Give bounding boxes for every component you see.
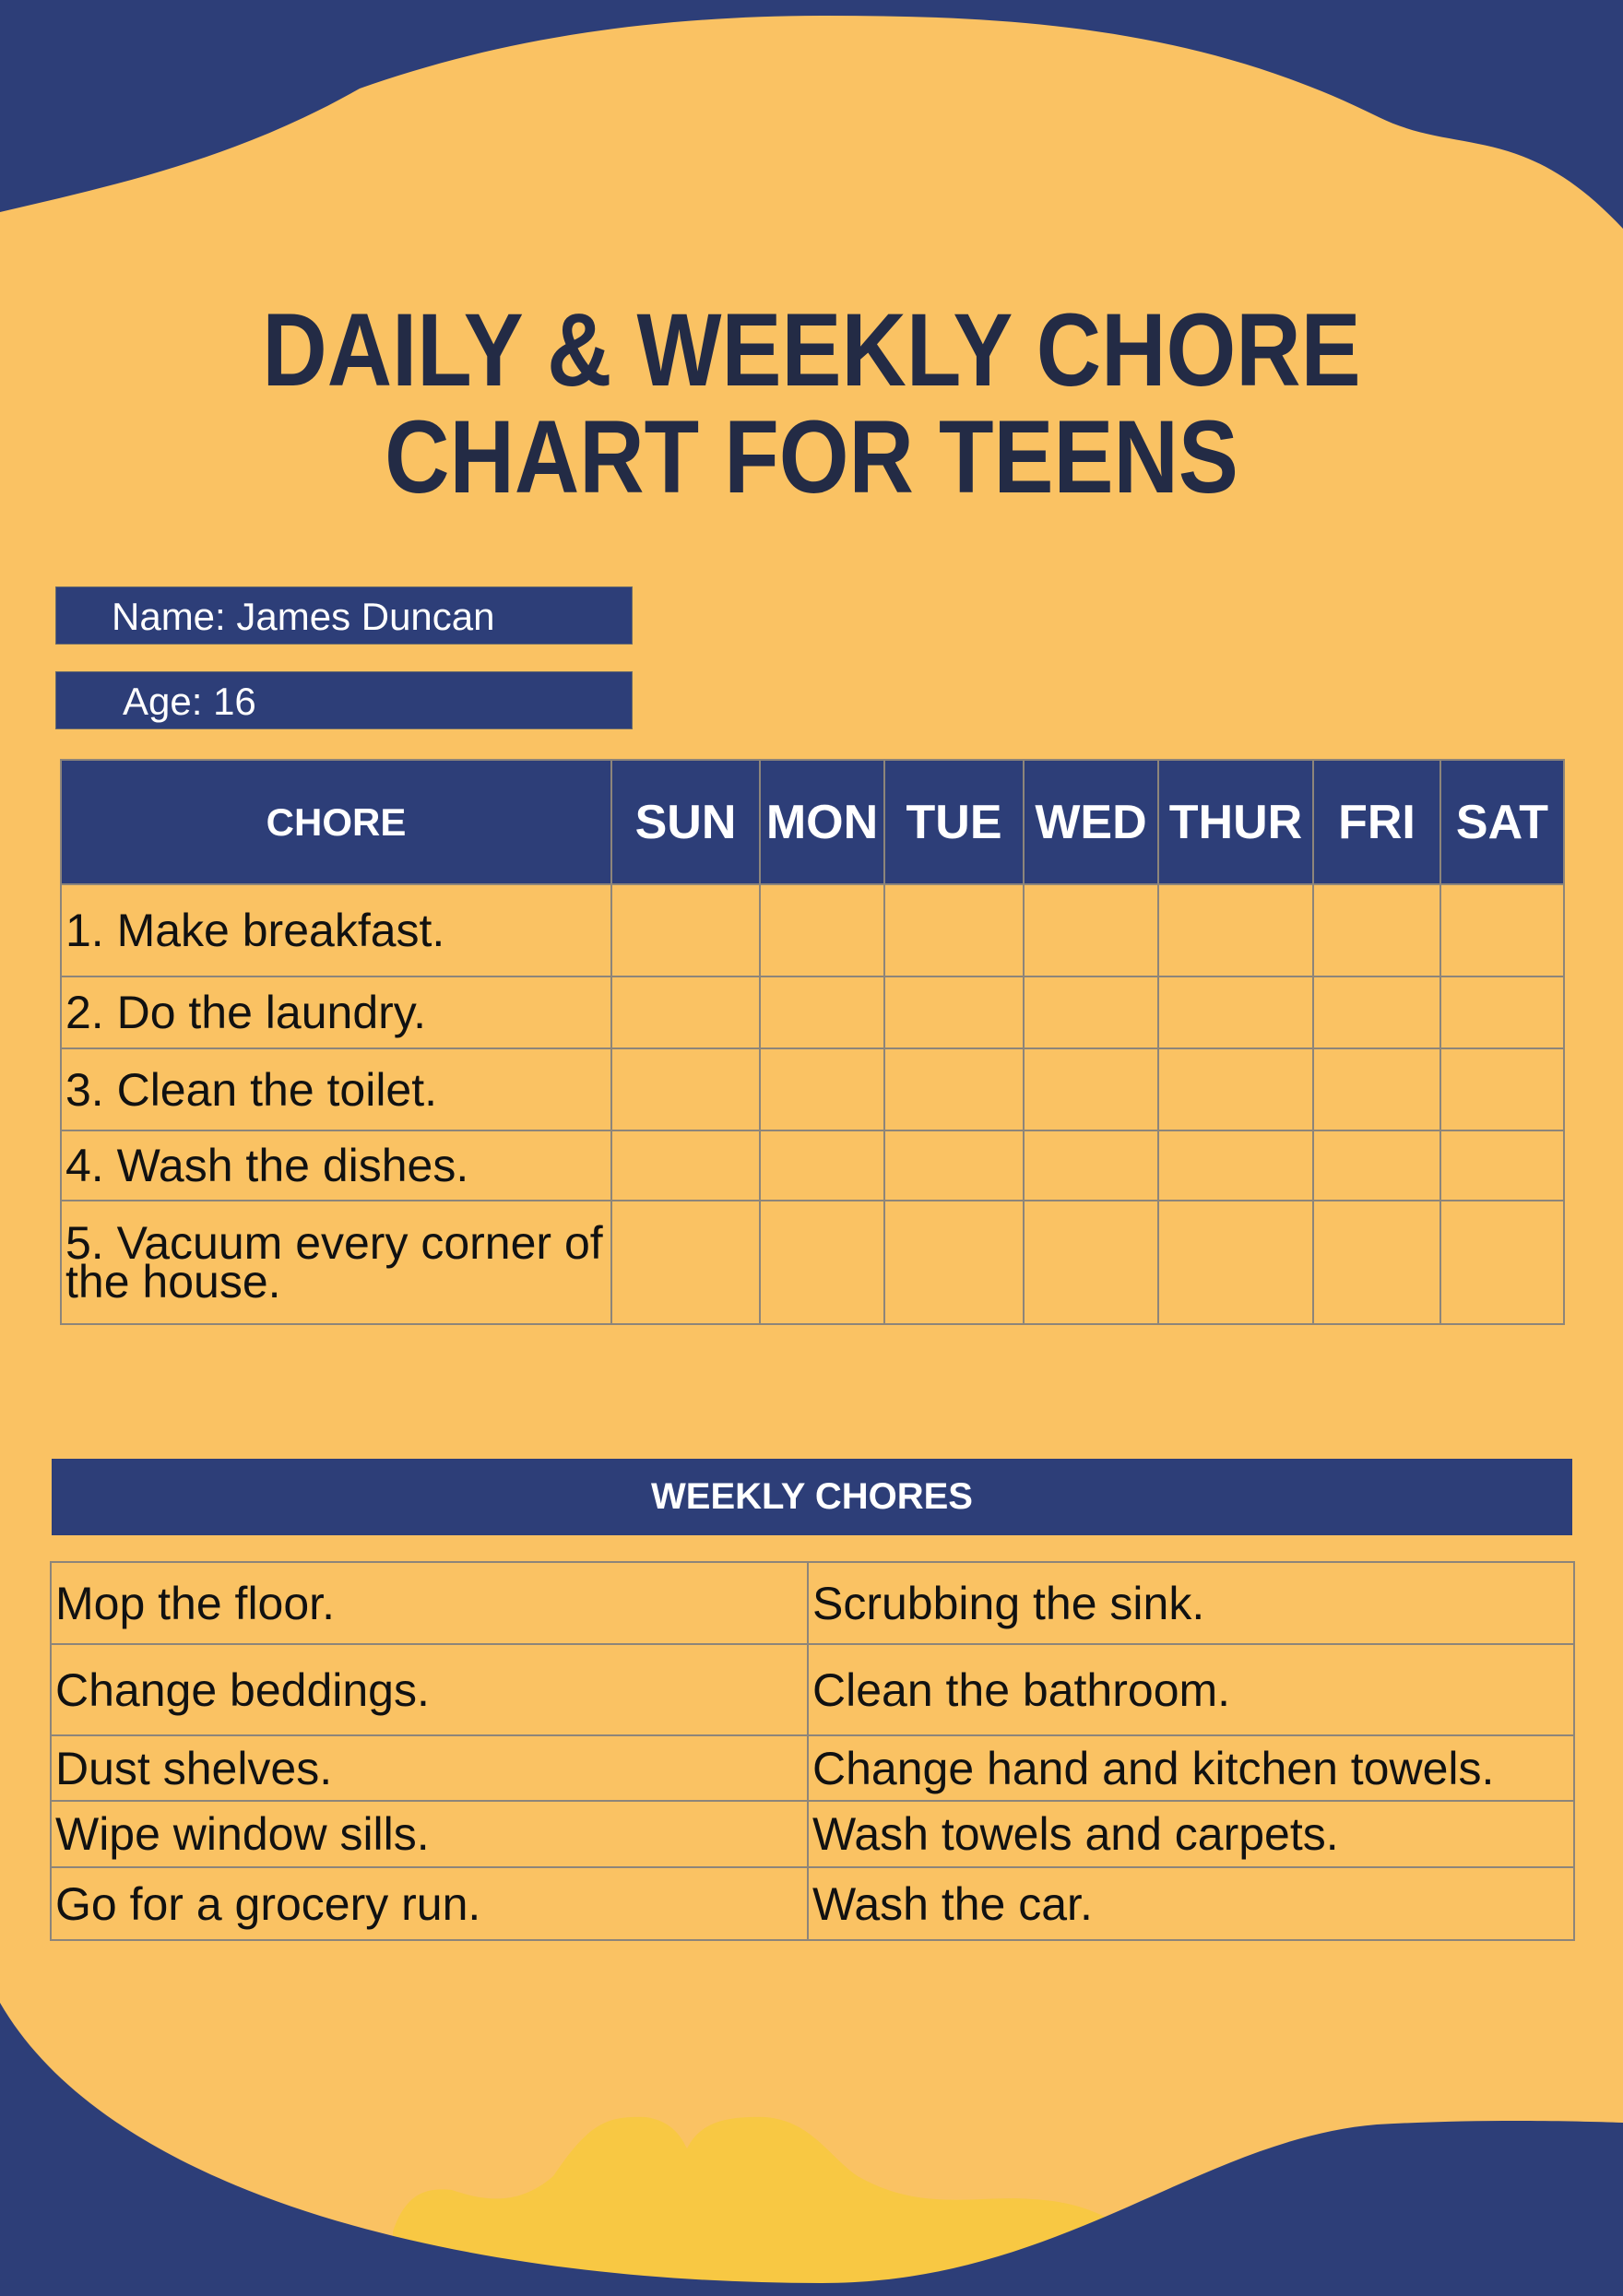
- header-tue: TUE: [883, 759, 1025, 885]
- weekly-chore: Dust shelves.: [50, 1734, 809, 1802]
- checkbox-cell-sun[interactable]: [610, 1200, 761, 1325]
- checkbox-cell-wed[interactable]: [1023, 1200, 1159, 1325]
- checkbox-cell-sat[interactable]: [1439, 1130, 1565, 1201]
- checkbox-cell-fri[interactable]: [1312, 1047, 1441, 1131]
- checkbox-cell-fri[interactable]: [1312, 883, 1441, 977]
- checkbox-cell-sat[interactable]: [1439, 883, 1565, 977]
- checkbox-cell-sat[interactable]: [1439, 1047, 1565, 1131]
- chore-name: 4. Wash the dishes.: [60, 1130, 612, 1201]
- checkbox-cell-tue[interactable]: [883, 1200, 1025, 1325]
- chore-name: 3. Clean the toilet.: [60, 1047, 612, 1131]
- checkbox-cell-thur[interactable]: [1157, 1130, 1314, 1201]
- weekly-chore: Scrubbing the sink.: [807, 1561, 1575, 1645]
- checkbox-cell-sun[interactable]: [610, 1047, 761, 1131]
- checkbox-cell-mon[interactable]: [759, 1130, 885, 1201]
- checkbox-cell-wed[interactable]: [1023, 883, 1159, 977]
- header-fri: FRI: [1312, 759, 1441, 885]
- name-field: Name: James Duncan: [55, 586, 633, 645]
- checkbox-cell-wed[interactable]: [1023, 976, 1159, 1049]
- header-chore: CHORE: [60, 759, 612, 885]
- checkbox-cell-fri[interactable]: [1312, 976, 1441, 1049]
- top-wave: [0, 0, 1623, 229]
- daily-chore-table: CHORE SUN MON TUE WED THUR FRI SAT 1. Ma…: [60, 759, 1565, 1325]
- table-row: Change beddings. Clean the bathroom.: [50, 1643, 1575, 1736]
- weekly-chore: Clean the bathroom.: [807, 1643, 1575, 1736]
- table-row: Dust shelves. Change hand and kitchen tow…: [50, 1734, 1575, 1802]
- title-line-2: CHART FOR TEENS: [385, 399, 1238, 515]
- checkbox-cell-tue[interactable]: [883, 1047, 1025, 1131]
- header-row: CHORE SUN MON TUE WED THUR FRI SAT: [60, 759, 1565, 885]
- title-line-1: DAILY & WEEKLY CHORE: [262, 292, 1361, 408]
- table-row: Wipe window sills. Wash towels and carpet…: [50, 1800, 1575, 1868]
- table-row: Go for a grocery run. Wash the car.: [50, 1866, 1575, 1941]
- checkbox-cell-tue[interactable]: [883, 1130, 1025, 1201]
- checkbox-cell-thur[interactable]: [1157, 883, 1314, 977]
- checkbox-cell-sat[interactable]: [1439, 976, 1565, 1049]
- checkbox-cell-wed[interactable]: [1023, 1130, 1159, 1201]
- table-row: 3. Clean the toilet.: [60, 1047, 1565, 1131]
- table-row: 4. Wash the dishes.: [60, 1130, 1565, 1201]
- chore-name: 5. Vacuum every corner of the house.: [60, 1200, 612, 1325]
- weekly-chore: Wipe window sills.: [50, 1800, 809, 1868]
- bottom-hills: [393, 2116, 1159, 2296]
- checkbox-cell-mon[interactable]: [759, 1047, 885, 1131]
- checkbox-cell-sun[interactable]: [610, 883, 761, 977]
- table-row: Mop the floor. Scrubbing the sink.: [50, 1561, 1575, 1645]
- checkbox-cell-tue[interactable]: [883, 976, 1025, 1049]
- table-row: 2. Do the laundry.: [60, 976, 1565, 1049]
- weekly-chore-table: Mop the floor. Scrubbing the sink. Change …: [50, 1561, 1575, 1941]
- header-mon: MON: [759, 759, 885, 885]
- bottom-wave: [0, 2003, 1623, 2296]
- weekly-chore: Wash the car.: [807, 1866, 1575, 1941]
- checkbox-cell-fri[interactable]: [1312, 1200, 1441, 1325]
- checkbox-cell-tue[interactable]: [883, 883, 1025, 977]
- header-sat: SAT: [1439, 759, 1565, 885]
- checkbox-cell-thur[interactable]: [1157, 1047, 1314, 1131]
- age-field: Age: 16: [55, 671, 633, 729]
- table-row: 5. Vacuum every corner of the house.: [60, 1200, 1565, 1325]
- page-title: DAILY & WEEKLY CHORE CHART FOR TEENS: [0, 297, 1623, 511]
- checkbox-cell-thur[interactable]: [1157, 976, 1314, 1049]
- weekly-chore: Change hand and kitchen towels.: [807, 1734, 1575, 1802]
- checkbox-cell-mon[interactable]: [759, 1200, 885, 1325]
- checkbox-cell-mon[interactable]: [759, 883, 885, 977]
- checkbox-cell-sun[interactable]: [610, 1130, 761, 1201]
- chore-name: 1. Make breakfast.: [60, 883, 612, 977]
- checkbox-cell-fri[interactable]: [1312, 1130, 1441, 1201]
- weekly-chore: Change beddings.: [50, 1643, 809, 1736]
- weekly-chore: Go for a grocery run.: [50, 1866, 809, 1941]
- header-thur: THUR: [1157, 759, 1314, 885]
- header-sun: SUN: [610, 759, 761, 885]
- chore-name: 2. Do the laundry.: [60, 976, 612, 1049]
- checkbox-cell-mon[interactable]: [759, 976, 885, 1049]
- checkbox-cell-wed[interactable]: [1023, 1047, 1159, 1131]
- checkbox-cell-thur[interactable]: [1157, 1200, 1314, 1325]
- table-row: 1. Make breakfast.: [60, 883, 1565, 977]
- weekly-chore: Wash towels and carpets.: [807, 1800, 1575, 1868]
- weekly-chore: Mop the floor.: [50, 1561, 809, 1645]
- checkbox-cell-sun[interactable]: [610, 976, 761, 1049]
- weekly-chores-header: WEEKLY CHORES: [52, 1459, 1572, 1535]
- header-wed: WED: [1023, 759, 1159, 885]
- checkbox-cell-sat[interactable]: [1439, 1200, 1565, 1325]
